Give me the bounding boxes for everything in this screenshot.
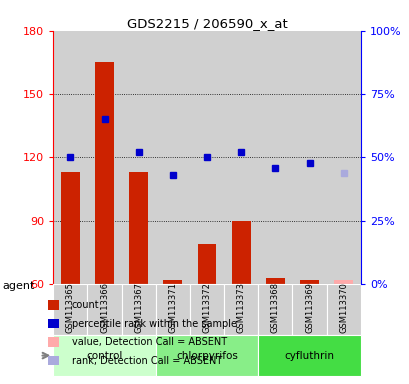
Bar xyxy=(121,284,155,335)
Bar xyxy=(189,284,224,335)
Bar xyxy=(53,335,155,376)
Bar xyxy=(53,31,87,284)
Bar xyxy=(155,31,189,284)
Bar xyxy=(258,335,360,376)
Bar xyxy=(326,31,360,284)
Bar xyxy=(258,284,292,335)
Bar xyxy=(265,278,284,284)
Text: control: control xyxy=(86,351,122,361)
Bar xyxy=(129,172,148,284)
Bar xyxy=(95,62,114,284)
Title: GDS2215 / 206590_x_at: GDS2215 / 206590_x_at xyxy=(126,17,287,30)
Text: value, Detection Call = ABSENT: value, Detection Call = ABSENT xyxy=(72,337,226,347)
Bar xyxy=(53,284,87,335)
Text: agent: agent xyxy=(2,281,34,291)
Bar xyxy=(299,280,318,284)
Text: GSM113373: GSM113373 xyxy=(236,282,245,333)
Bar xyxy=(258,31,292,284)
Bar xyxy=(87,31,121,284)
Bar xyxy=(231,221,250,284)
Bar xyxy=(224,31,258,284)
Bar xyxy=(292,284,326,335)
Bar xyxy=(197,244,216,284)
Bar xyxy=(189,31,224,284)
Text: chlorpyrifos: chlorpyrifos xyxy=(176,351,237,361)
Text: GSM113368: GSM113368 xyxy=(270,282,279,333)
Text: percentile rank within the sample: percentile rank within the sample xyxy=(72,319,236,329)
Text: GSM113369: GSM113369 xyxy=(304,282,313,333)
Text: rank, Detection Call = ABSENT: rank, Detection Call = ABSENT xyxy=(72,356,221,366)
Text: GSM113367: GSM113367 xyxy=(134,282,143,333)
Text: GSM113371: GSM113371 xyxy=(168,282,177,333)
Bar xyxy=(155,335,258,376)
Text: cyfluthrin: cyfluthrin xyxy=(284,351,334,361)
Bar xyxy=(163,280,182,284)
Bar xyxy=(326,284,360,335)
Bar xyxy=(121,31,155,284)
Text: count: count xyxy=(72,300,99,310)
Bar xyxy=(292,31,326,284)
Bar xyxy=(87,284,121,335)
Text: GSM113365: GSM113365 xyxy=(66,282,75,333)
Text: GSM113372: GSM113372 xyxy=(202,282,211,333)
Text: GSM113366: GSM113366 xyxy=(100,282,109,333)
Text: GSM113370: GSM113370 xyxy=(338,282,347,333)
Bar xyxy=(155,284,189,335)
Bar xyxy=(333,280,352,284)
Bar xyxy=(224,284,258,335)
Bar xyxy=(61,172,80,284)
